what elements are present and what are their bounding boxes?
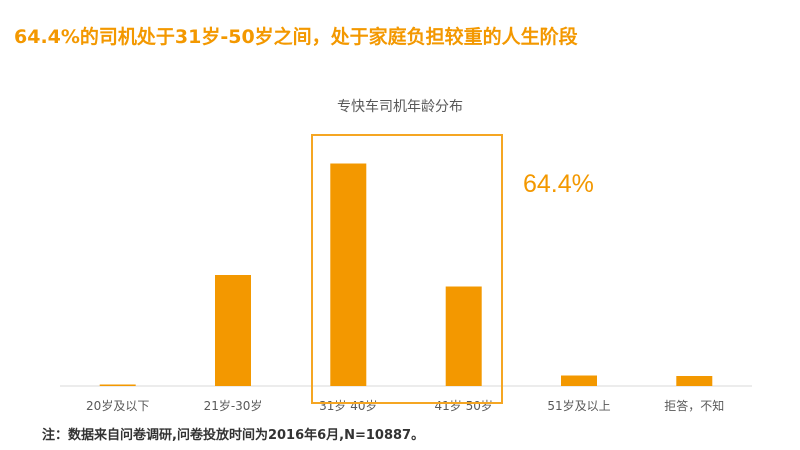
x-tick-label-5: 拒答，不知 [664, 398, 724, 413]
page-headline: 64.4%的司机处于31岁-50岁之间，处于家庭负担较重的人生阶段 [14, 26, 578, 48]
bar-1 [215, 275, 251, 386]
bar-4 [561, 375, 597, 386]
x-tick-label-0: 20岁及以下 [86, 398, 149, 413]
footnote: 注：数据来自问卷调研,问卷投放时间为2016年6月,N=10887。 [42, 428, 425, 443]
x-tick-label-4: 51岁及以上 [547, 398, 610, 413]
x-tick-label-1: 21岁-30岁 [204, 398, 263, 413]
x-tick-label-2: 31岁 40岁 [319, 398, 377, 413]
bar-3 [445, 286, 482, 386]
bar-0 [99, 384, 136, 386]
bar-5 [676, 376, 713, 386]
highlight-callout: 64.4% [523, 170, 594, 198]
highlight-box [311, 134, 503, 404]
chart-title: 专快车司机年龄分布 [337, 99, 463, 115]
x-tick-label-3: 41岁 50岁 [435, 398, 493, 413]
bar-2 [330, 163, 367, 386]
